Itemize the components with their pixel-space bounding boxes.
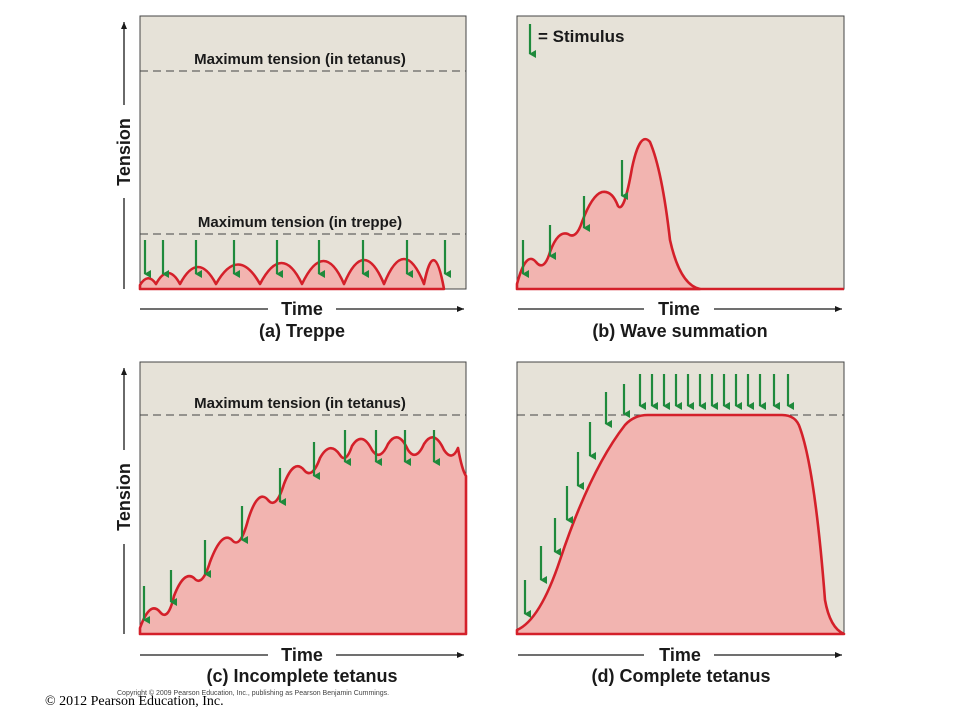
panel-c-y-label: Tension (114, 463, 134, 531)
panel-b-caption: (b) Wave summation (592, 321, 767, 341)
panel-a-treppe-label: Maximum tension (in treppe) (198, 214, 402, 231)
panel-d-x-label: Time (659, 645, 701, 665)
panel-a-background (139, 15, 467, 290)
panel-d-caption: (d) Complete tetanus (591, 666, 770, 686)
panel-a-caption: (a) Treppe (259, 321, 345, 341)
panel-c-stimulus-arrows (142, 430, 440, 624)
panel-c-caption: (c) Incomplete tetanus (206, 666, 397, 686)
panel-d-stimulus-arrows (523, 374, 794, 618)
panel-c-tetanus-label: Maximum tension (in tetanus) (194, 395, 406, 412)
panel-d-curve (515, 413, 846, 636)
panel-b-curve (515, 137, 702, 291)
panel-a-curve (138, 257, 446, 291)
panel-b-x-label: Time (658, 299, 700, 319)
panel-c-incomplete-tetanus: Maximum tension (in tetanus) Tension Tim… (114, 361, 468, 686)
panel-a-tetanus-label: Maximum tension (in tetanus) (194, 51, 406, 68)
slide-copyright: © 2012 Pearson Education, Inc. (45, 694, 224, 709)
panel-a-y-label: Tension (114, 118, 134, 186)
panel-b-wave-summation: = Stimulus Time (b) Wave summation (515, 15, 845, 341)
panel-c-x-label: Time (281, 645, 323, 665)
panel-a-treppe: Maximum tension (in tetanus) Maximum ten… (114, 15, 467, 341)
panel-a-stimulus-arrows (143, 240, 451, 278)
panel-d-complete-tetanus: Time (d) Complete tetanus (515, 361, 846, 686)
publisher-copyright-line: Copyright © 2009 Pearson Education, Inc.… (117, 689, 389, 697)
panel-a-x-label: Time (281, 299, 323, 319)
legend-stimulus-text: = Stimulus (538, 27, 624, 46)
panel-b-stimulus-arrows (521, 160, 628, 278)
